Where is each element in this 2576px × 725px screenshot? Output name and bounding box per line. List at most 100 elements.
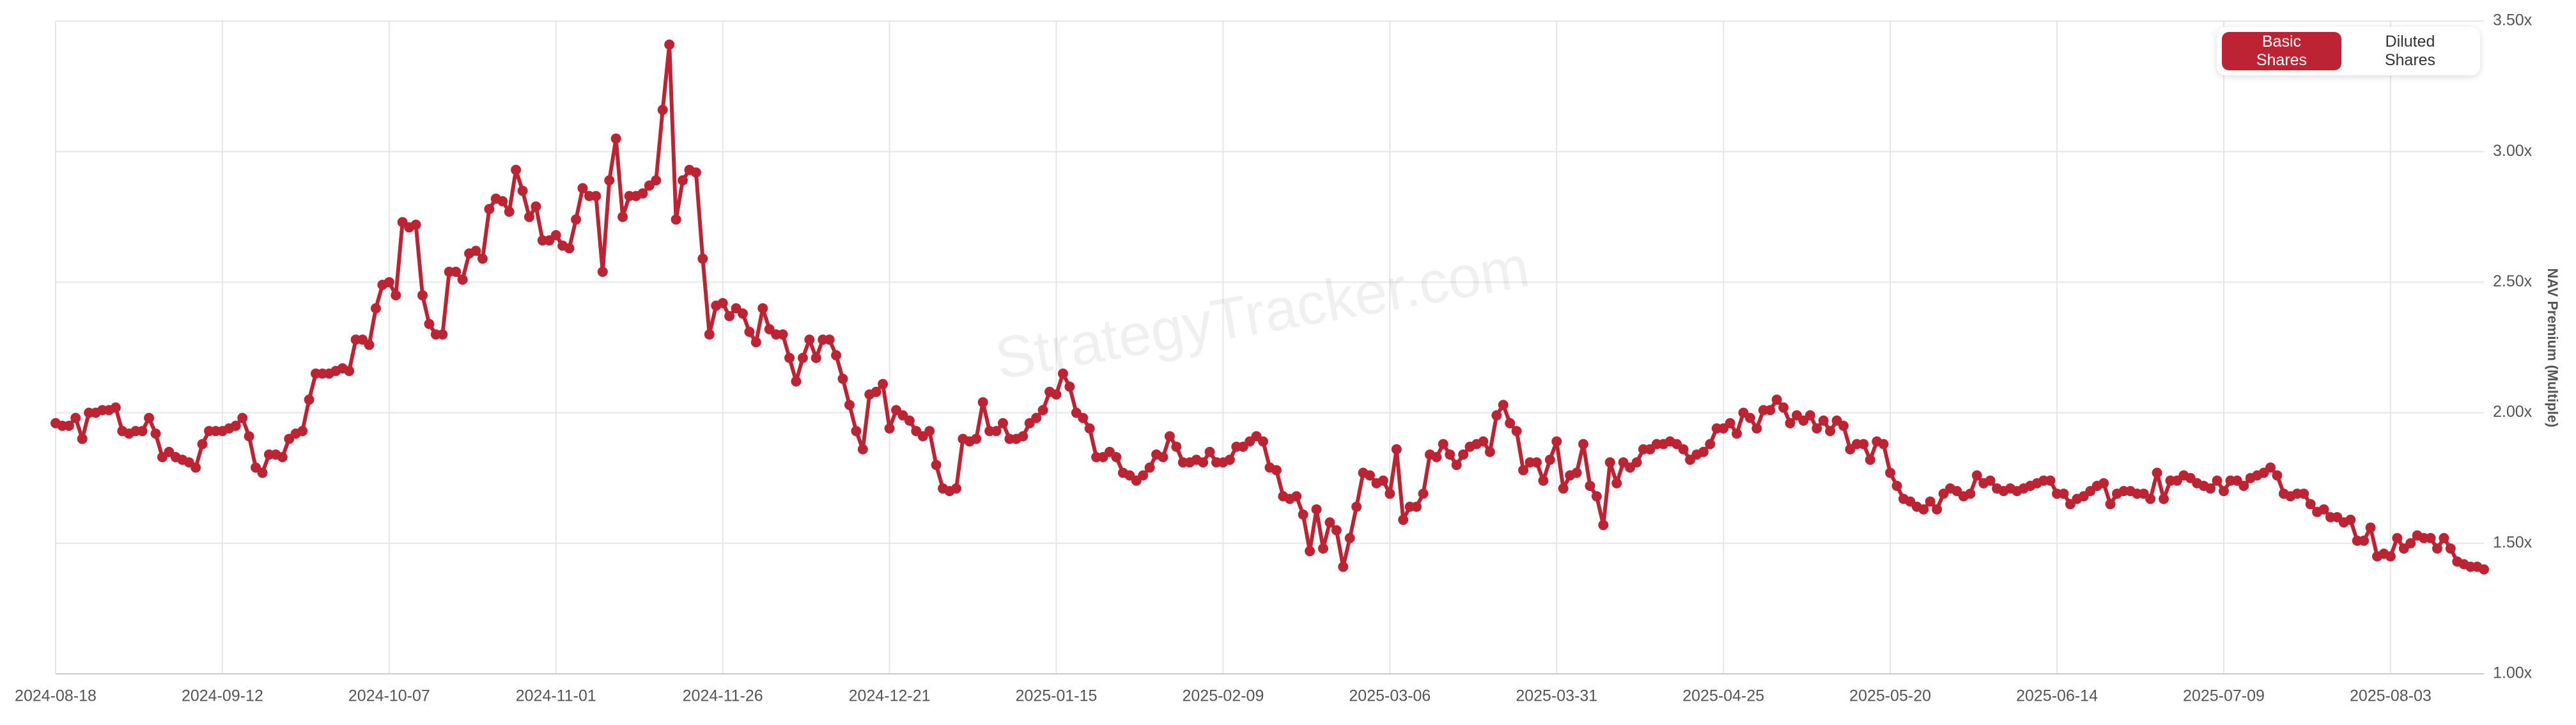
data-point: [1138, 470, 1149, 481]
watermark: StrategyTracker.com: [991, 234, 1534, 392]
data-point: [1224, 455, 1235, 465]
data-point: [1598, 520, 1609, 531]
data-point: [791, 376, 802, 387]
data-point: [871, 386, 881, 397]
data-point: [717, 298, 728, 309]
y-tick-label: 1.50x: [2493, 533, 2533, 551]
data-point: [1385, 488, 1395, 499]
data-point: [297, 426, 308, 437]
plot-data: [50, 39, 2489, 575]
data-point: [257, 467, 268, 478]
data-point: [697, 253, 708, 264]
data-point: [1985, 475, 1996, 486]
data-point: [744, 326, 755, 337]
data-point: [1771, 394, 1782, 405]
data-point: [1885, 467, 1896, 478]
data-point: [931, 460, 942, 471]
x-tick-label: 2025-03-06: [1349, 687, 1431, 705]
data-point: [2425, 533, 2436, 543]
y-tick-label: 2.00x: [2493, 403, 2533, 421]
data-point: [617, 212, 628, 222]
data-point: [1678, 444, 1689, 455]
data-point: [1451, 460, 1462, 471]
data-point: [690, 167, 701, 178]
toggle-button[interactable]: Diluted Shares: [2345, 32, 2475, 70]
y-tick-label: 1.00x: [2493, 664, 2533, 682]
data-point: [2152, 467, 2162, 478]
data-point: [1918, 504, 1929, 515]
data-point: [384, 277, 394, 288]
data-point: [1351, 501, 1362, 512]
x-tick-label: 2024-12-21: [849, 687, 931, 705]
grid: [55, 20, 2484, 674]
x-tick-label: 2024-10-07: [348, 687, 430, 705]
data-point: [370, 303, 381, 314]
data-point: [1518, 465, 1529, 476]
data-point: [2145, 494, 2156, 504]
data-point: [2385, 551, 2396, 562]
data-point: [1571, 467, 1582, 478]
x-tick-label: 2025-04-25: [1682, 687, 1764, 705]
data-point: [2159, 494, 2169, 504]
data-point: [1164, 431, 1175, 442]
y-tick-label: 3.50x: [2493, 12, 2533, 29]
data-point: [511, 164, 522, 175]
data-point: [1725, 417, 1735, 428]
data-point: [750, 337, 761, 348]
x-tick-label: 2024-08-18: [15, 687, 97, 705]
data-point: [531, 201, 541, 212]
data-point: [277, 452, 288, 463]
data-point: [1398, 515, 1409, 526]
data-point: [977, 397, 988, 408]
data-point: [2405, 538, 2416, 549]
data-point: [924, 426, 935, 437]
data-point: [1585, 480, 1595, 491]
data-point: [2432, 543, 2442, 554]
data-point: [564, 243, 575, 254]
data-point: [998, 417, 1009, 428]
data-point: [1111, 452, 1122, 463]
x-tick-label: 2025-03-31: [1516, 687, 1597, 705]
x-tick-label: 2025-07-09: [2183, 687, 2265, 705]
data-point: [610, 133, 621, 144]
data-point: [2439, 533, 2449, 543]
data-point: [1531, 457, 1542, 468]
data-point: [804, 334, 815, 345]
data-point: [1291, 491, 1302, 502]
data-point: [1458, 449, 1469, 460]
data-point: [2218, 486, 2229, 497]
data-point: [451, 267, 462, 277]
data-point: [1812, 423, 1822, 434]
data-point: [1865, 455, 1875, 465]
data-point: [1411, 501, 1422, 512]
data-point: [577, 183, 588, 194]
data-point: [1631, 457, 1642, 468]
data-point: [1551, 436, 1562, 447]
data-point: [137, 426, 148, 437]
data-point: [1604, 457, 1615, 468]
data-point: [1732, 428, 1742, 439]
data-point: [517, 185, 528, 196]
data-point: [671, 214, 681, 225]
data-point: [2479, 564, 2489, 575]
data-point: [477, 253, 488, 264]
data-point: [1705, 439, 1716, 449]
data-point: [1377, 475, 1388, 486]
data-point: [110, 402, 121, 413]
toggle-button[interactable]: Basic Shares: [2222, 32, 2341, 70]
data-point: [1971, 470, 1982, 481]
data-point: [1751, 423, 1762, 434]
data-point: [831, 350, 842, 361]
data-point: [1204, 446, 1215, 457]
data-point: [1578, 439, 1589, 449]
data-point: [190, 462, 201, 473]
data-point: [1344, 533, 1355, 543]
data-point: [878, 378, 888, 389]
data-point: [197, 439, 208, 449]
data-point: [1391, 444, 1402, 455]
data-point: [851, 426, 862, 437]
data-point: [1317, 543, 1328, 554]
data-point: [1538, 475, 1549, 486]
data-point: [391, 290, 401, 300]
